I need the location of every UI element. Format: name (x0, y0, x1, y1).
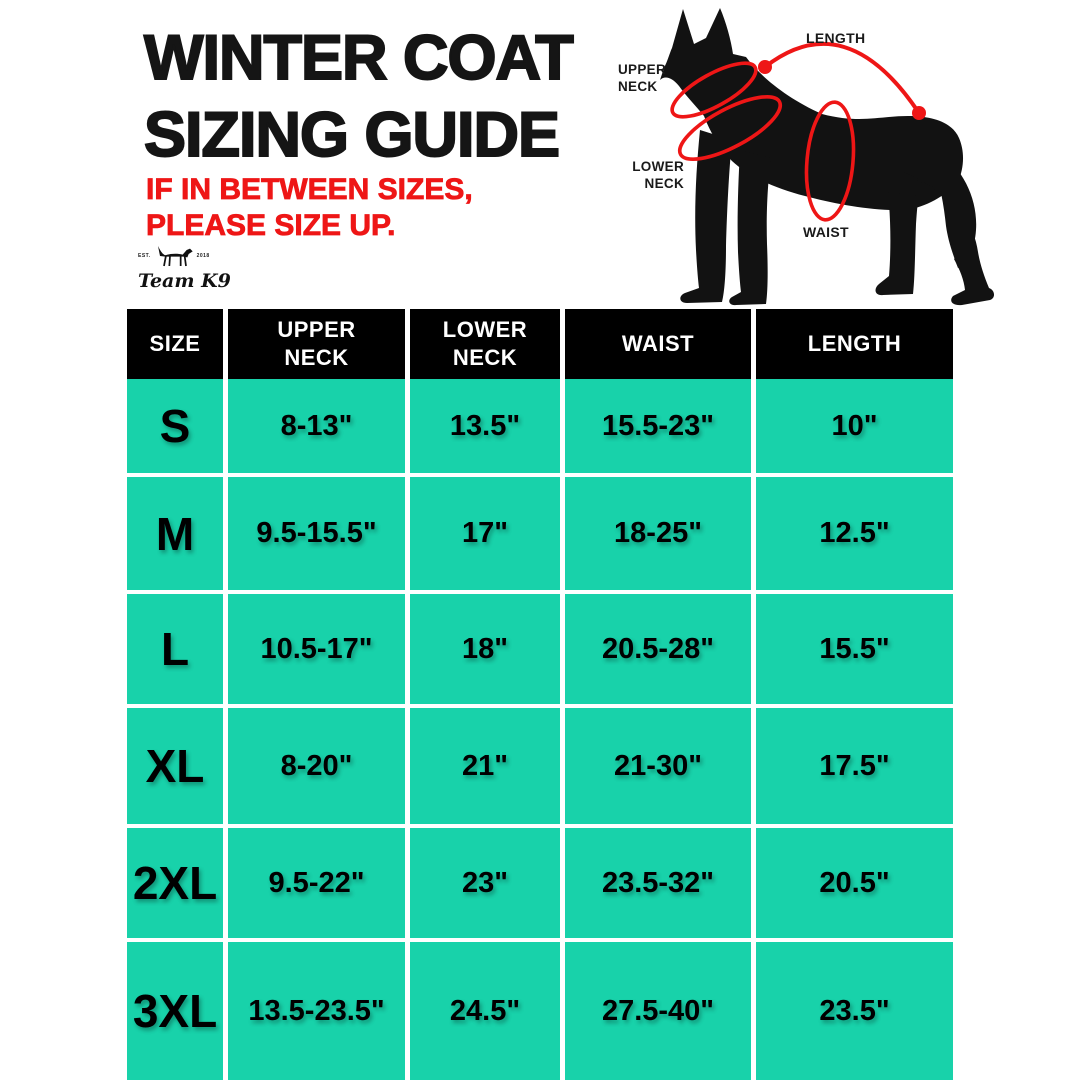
length-measure-arc (763, 42, 921, 115)
lower-neck-label-line1: LOWER (632, 159, 684, 174)
lower-neck-value-m: 17" (410, 477, 560, 594)
column-header-lower-neck: LOWER NECK (410, 309, 560, 379)
waist-value-l: 20.5-28" (565, 594, 751, 708)
brand-logo: EST. 2018 Team K9 (138, 243, 248, 292)
upper-neck-value-2xl: 9.5-22" (228, 828, 405, 942)
length-value-l: 15.5" (756, 594, 953, 708)
logo-est-label: EST. (138, 253, 151, 259)
lower-neck-value-s: 13.5" (410, 379, 560, 477)
column-header-waist: WAIST (565, 309, 751, 379)
upper-neck-value-l: 10.5-17" (228, 594, 405, 708)
waist-value-m: 18-25" (565, 477, 751, 594)
size-up-note-line2: PLEASE SIZE UP. (146, 209, 396, 243)
upper-neck-value-3xl: 13.5-23.5" (228, 942, 405, 1080)
dog-body (660, 8, 964, 211)
size-up-note: IF IN BETWEEN SIZES, PLEASE SIZE UP. (146, 172, 474, 244)
upper-neck-value-xl: 8-20" (228, 708, 405, 828)
lower-neck-value-l: 18" (410, 594, 560, 708)
length-value-m: 12.5" (756, 477, 953, 594)
upper-neck-label: UPPER NECK (618, 61, 666, 95)
lower-neck-value-xl: 21" (410, 708, 560, 828)
lower-neck-measure-ellipse (677, 95, 783, 161)
logo-year-label: 2018 (196, 253, 210, 259)
page-title: WINTER COAT SIZING GUIDE (143, 20, 575, 174)
length-value-s: 10" (756, 379, 953, 477)
waist-label: WAIST (803, 224, 849, 240)
length-arc-end-dot (912, 106, 926, 120)
size-cell-m: M (127, 477, 223, 594)
length-value-2xl: 20.5" (756, 828, 953, 942)
size-up-note-line1: IF IN BETWEEN SIZES, (146, 173, 474, 207)
upper-neck-value-s: 8-13" (228, 379, 405, 477)
length-value-xl: 17.5" (756, 708, 953, 828)
length-arc-start-dot (758, 60, 772, 74)
sizing-table: SIZE UPPER NECK LOWER NECK WAIST LENGTH … (127, 309, 953, 1080)
upper-neck-value-m: 9.5-15.5" (228, 477, 405, 594)
size-cell-3xl: 3XL (127, 942, 223, 1080)
column-header-upper-neck: UPPER NECK (228, 309, 405, 379)
lower-neck-label-line2: NECK (644, 176, 684, 191)
waist-value-3xl: 27.5-40" (565, 942, 751, 1080)
brand-logo-top: EST. 2018 (138, 243, 248, 269)
column-header-length: LENGTH (756, 309, 953, 379)
size-cell-s: S (127, 379, 223, 477)
waist-value-xl: 21-30" (565, 708, 751, 828)
size-cell-2xl: 2XL (127, 828, 223, 942)
logo-name: Team K9 (138, 270, 231, 292)
length-value-3xl: 23.5" (756, 942, 953, 1080)
dog-front-leg-far (729, 150, 771, 306)
page-title-line2: SIZING GUIDE (143, 99, 561, 171)
dog-rear-leg (904, 172, 995, 306)
size-cell-xl: XL (127, 708, 223, 828)
waist-measure-ellipse (804, 100, 856, 222)
size-cell-l: L (127, 594, 223, 708)
dog-rear-leg-far (875, 192, 919, 296)
lower-neck-label: LOWER NECK (611, 158, 684, 192)
lower-neck-value-3xl: 24.5" (410, 942, 560, 1080)
upper-neck-label-line2: NECK (618, 79, 658, 94)
dog-front-leg (680, 130, 732, 303)
page-title-line1: WINTER COAT (143, 22, 575, 94)
length-label: LENGTH (806, 30, 866, 46)
dog-silhouette-illustration (660, 8, 995, 306)
upper-neck-label-line1: UPPER (618, 62, 667, 77)
waist-value-2xl: 23.5-32" (565, 828, 751, 942)
column-header-size: SIZE (127, 309, 223, 379)
logo-dog-icon (157, 246, 193, 267)
waist-value-s: 15.5-23" (565, 379, 751, 477)
lower-neck-value-2xl: 23" (410, 828, 560, 942)
upper-neck-measure-ellipse (670, 61, 758, 119)
